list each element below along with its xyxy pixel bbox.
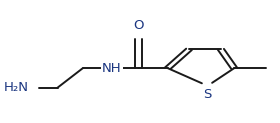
Text: S: S [204, 88, 212, 101]
Text: H₂N: H₂N [3, 81, 28, 94]
Text: NH: NH [102, 62, 122, 75]
Text: O: O [133, 19, 144, 32]
